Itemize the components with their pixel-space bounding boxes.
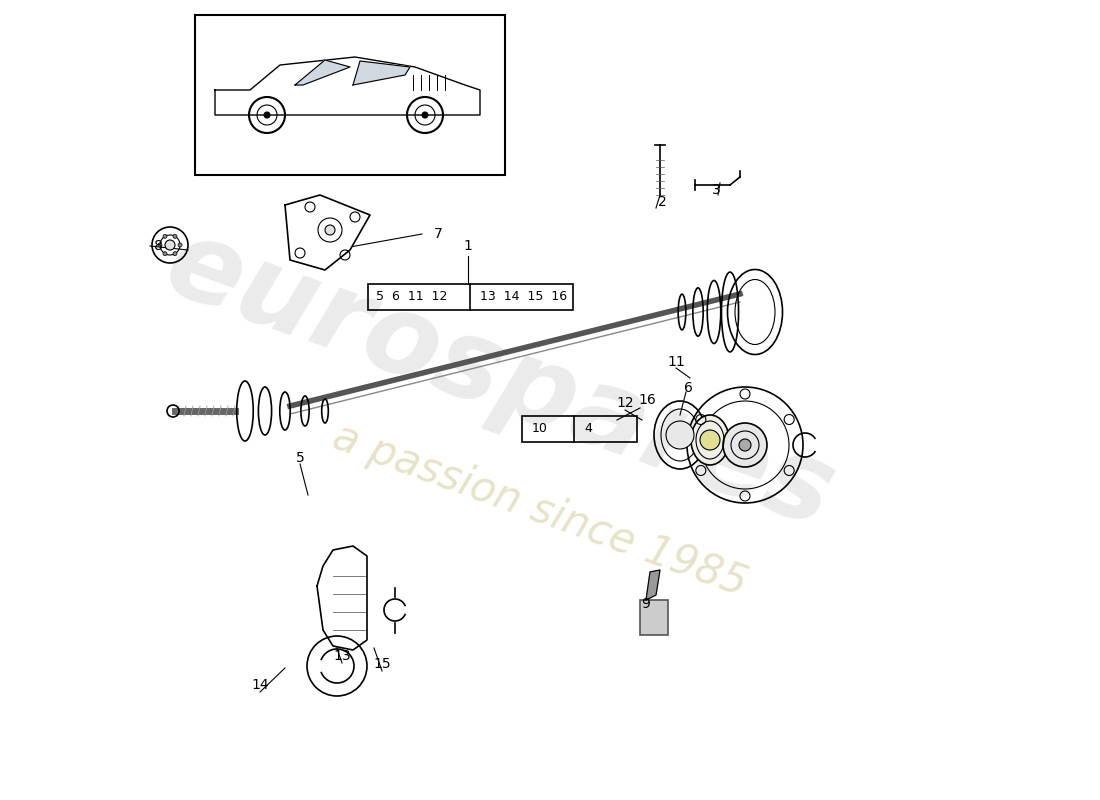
Text: 11: 11: [667, 355, 685, 369]
Text: eurospares: eurospares: [152, 210, 848, 550]
Text: 12: 12: [616, 396, 634, 410]
Polygon shape: [353, 61, 410, 85]
Circle shape: [163, 234, 167, 238]
Text: 7: 7: [433, 227, 442, 241]
Text: 8: 8: [154, 239, 163, 253]
Circle shape: [158, 243, 162, 247]
Polygon shape: [214, 57, 480, 115]
Text: 16: 16: [638, 393, 656, 407]
Text: 2: 2: [658, 195, 667, 209]
Polygon shape: [285, 195, 370, 270]
Circle shape: [173, 252, 177, 256]
Text: a passion since 1985: a passion since 1985: [327, 415, 754, 605]
Text: 5: 5: [296, 451, 305, 465]
Text: 10: 10: [532, 422, 548, 434]
Bar: [368, 284, 573, 310]
Polygon shape: [317, 546, 367, 650]
Text: 13  14  15  16: 13 14 15 16: [480, 290, 568, 302]
Text: 14: 14: [251, 678, 268, 692]
Circle shape: [178, 243, 182, 247]
Circle shape: [739, 439, 751, 451]
Bar: [640, 600, 668, 635]
Circle shape: [700, 430, 720, 450]
Polygon shape: [295, 60, 350, 85]
Ellipse shape: [691, 415, 729, 465]
Text: 13: 13: [333, 649, 351, 663]
Polygon shape: [646, 570, 660, 600]
Circle shape: [723, 423, 767, 467]
Text: 15: 15: [373, 657, 390, 671]
Circle shape: [422, 112, 428, 118]
Text: 1: 1: [463, 239, 472, 253]
Circle shape: [666, 421, 694, 449]
Circle shape: [165, 240, 175, 250]
Text: 5  6  11  12: 5 6 11 12: [376, 290, 448, 302]
Text: 4: 4: [584, 422, 592, 434]
Bar: [522, 416, 637, 442]
Circle shape: [264, 112, 270, 118]
Circle shape: [163, 252, 167, 256]
Bar: [195, 15, 505, 175]
Circle shape: [324, 225, 336, 235]
Text: 6: 6: [683, 381, 692, 395]
Text: 9: 9: [641, 597, 650, 611]
Text: 3: 3: [712, 183, 720, 197]
Circle shape: [173, 234, 177, 238]
